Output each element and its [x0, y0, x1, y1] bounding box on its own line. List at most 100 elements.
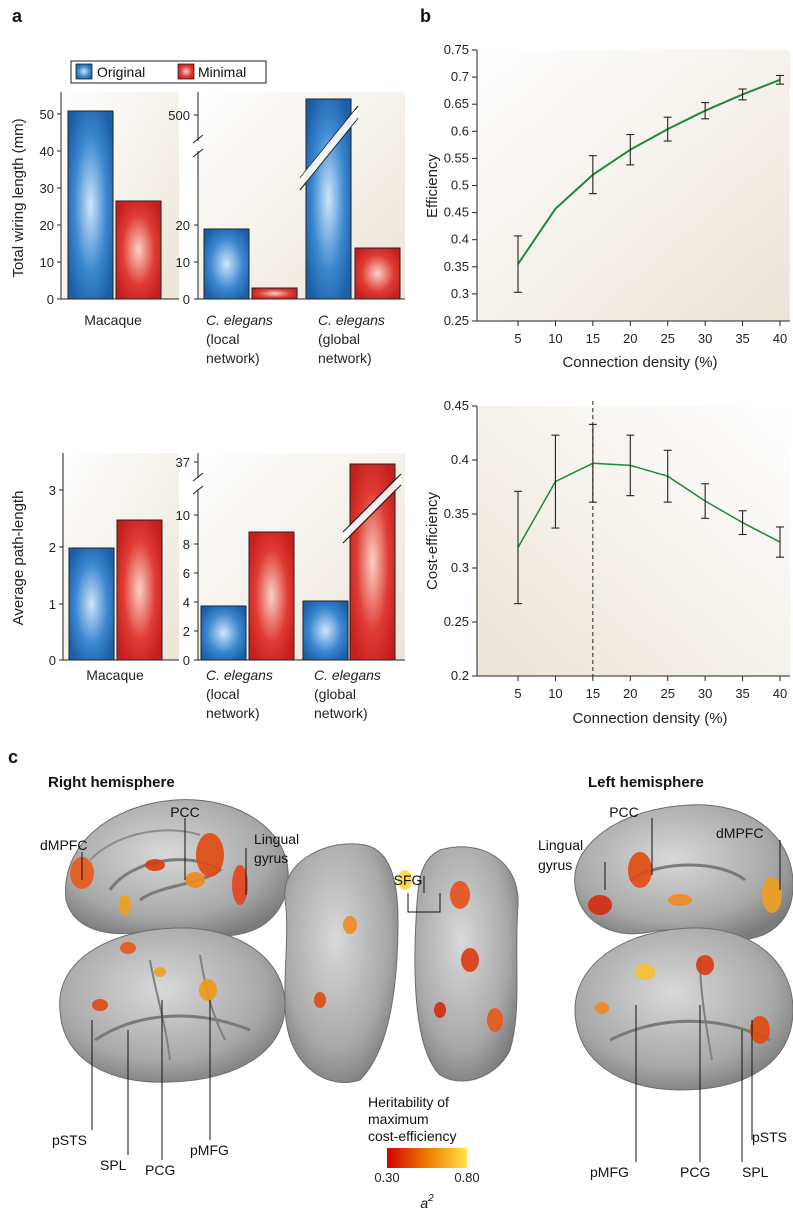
- y-tick-label: 0: [47, 292, 54, 307]
- x-tick-label: 15: [586, 686, 600, 701]
- svg-text:network): network): [206, 350, 260, 366]
- activation-blob: [343, 916, 357, 934]
- bar-macaque-original: [67, 110, 114, 300]
- x-tick-label: 25: [660, 686, 674, 701]
- y-tick-label: 3: [49, 483, 56, 498]
- y-tick-label: 0: [183, 653, 190, 668]
- leader-lines: [81, 818, 781, 1162]
- y-tick-label: 2: [183, 624, 190, 639]
- x-tick: 40: [773, 676, 787, 701]
- y-tick-label: 0: [49, 653, 56, 668]
- colorbar-title-2: maximum: [368, 1111, 429, 1127]
- svg-text:network): network): [318, 350, 372, 366]
- label-sfg: SFG: [394, 872, 423, 888]
- brain-left-lateral: [574, 927, 793, 1091]
- y-tick-label: 10: [40, 255, 54, 270]
- panel-label-c: c: [8, 747, 18, 767]
- svg-text:C. elegans: C. elegans: [206, 667, 273, 683]
- legend-swatch-minimal: [177, 63, 195, 80]
- legend: Original Minimal: [70, 60, 267, 84]
- label-lingual-left-1: Lingual: [538, 837, 583, 853]
- error-bar: [701, 483, 710, 519]
- bar-break-mark: [299, 105, 359, 179]
- axis-break-mark: [192, 485, 204, 495]
- category-label-celegans-global: C. elegans (global network): [318, 312, 385, 366]
- y-tick: 0.4: [451, 232, 477, 247]
- label-lingual-right-2: gyrus: [254, 850, 288, 866]
- x-tick: 10: [548, 676, 563, 701]
- svg-text:C. elegans: C. elegans: [314, 667, 381, 683]
- bar-celegans-local-original: [203, 228, 250, 300]
- x-tick-label: 10: [548, 331, 562, 346]
- y-tick-label: 0.5: [451, 178, 469, 193]
- activation-blob: [595, 1002, 609, 1014]
- y-tick-label: 0.55: [444, 150, 469, 165]
- bar-macaque-original: [68, 547, 115, 661]
- activation-blob: [696, 955, 714, 975]
- label-pcg-left: PCG: [680, 1164, 710, 1180]
- error-bar: [588, 155, 597, 195]
- panel-a-bottom: Average path-length 0 1 2 3 Macaque 0 2 …: [10, 453, 405, 721]
- brain-posterior-view: [284, 843, 519, 1083]
- error-bar: [514, 490, 522, 605]
- bar-celegans-local-original: [200, 605, 247, 661]
- x-tick-label: 40: [773, 686, 787, 701]
- bar-break-mark: [299, 117, 359, 191]
- bar-macaque-minimal: [115, 200, 162, 300]
- y-tick-label: 0.65: [444, 96, 469, 111]
- label-pmfg-right: pMFG: [190, 1142, 229, 1158]
- y-tick: 0.35: [444, 506, 477, 521]
- y-axis-label: Cost-efficiency: [424, 491, 441, 590]
- x-tick: 5: [514, 321, 522, 346]
- error-bar: [588, 423, 597, 503]
- x-tick-label: 10: [548, 686, 562, 701]
- x-tick-label: 40: [773, 331, 787, 346]
- error-bar: [776, 74, 784, 85]
- y-tick-label: 2: [49, 540, 56, 555]
- x-tick: 35: [735, 676, 750, 701]
- x-tick-label: 15: [586, 331, 600, 346]
- label-pmfg-left: pMFG: [590, 1164, 629, 1180]
- y-tick-label: 0.4: [451, 452, 469, 467]
- plot-bg: [477, 50, 790, 321]
- y-tick-label: 0.3: [451, 286, 469, 301]
- activation-blob: [232, 865, 248, 905]
- colorbar-max: 0.80: [454, 1170, 479, 1185]
- x-tick: 25: [660, 676, 675, 701]
- activation-blob: [196, 833, 224, 877]
- activation-blob: [461, 948, 479, 972]
- error-bar: [626, 134, 635, 166]
- y-tick: 0.35: [444, 259, 477, 274]
- axis-break-mark: [192, 472, 204, 482]
- y-tick-label: 0.35: [444, 259, 469, 274]
- y-tick-label: 10: [176, 508, 190, 523]
- y-tick: 0.55: [444, 150, 477, 165]
- error-bar: [514, 235, 522, 293]
- x-tick: 30: [698, 676, 712, 701]
- left-hemisphere-title: Left hemisphere: [588, 774, 704, 791]
- y-tick-label: 37: [176, 455, 190, 470]
- panel-a-top: Total wiring length (mm) 0 10 20 30 40 5…: [10, 92, 405, 366]
- y-tick-label: 0.4: [451, 232, 469, 247]
- x-tick-label: 30: [698, 686, 712, 701]
- activation-blob: [154, 967, 166, 977]
- tick-0: 0: [47, 292, 61, 307]
- activation-blob: [314, 992, 326, 1008]
- bar-celegans-global-minimal: [354, 247, 401, 300]
- error-bar: [663, 449, 672, 503]
- activation-blob: [185, 872, 205, 888]
- activation-blob: [487, 1008, 503, 1032]
- x-tick-label: 35: [735, 331, 749, 346]
- panel-c: Right hemisphere Left hemisphere: [40, 774, 793, 1211]
- bar-celegans-global-original: [302, 600, 349, 661]
- svg-text:network): network): [206, 705, 260, 721]
- activation-blob: [668, 894, 692, 906]
- bar-macaque-minimal: [116, 519, 163, 661]
- bar-break-mark: [342, 473, 402, 533]
- panel-b-bottom: Cost-efficiency Connection density (%) 0…: [424, 398, 790, 727]
- activation-blob: [119, 895, 131, 915]
- y-tick: 0.75: [444, 42, 477, 57]
- colorbar-min: 0.30: [374, 1170, 399, 1185]
- svg-text:(local: (local: [206, 686, 239, 702]
- y-tick-label: 50: [40, 107, 54, 122]
